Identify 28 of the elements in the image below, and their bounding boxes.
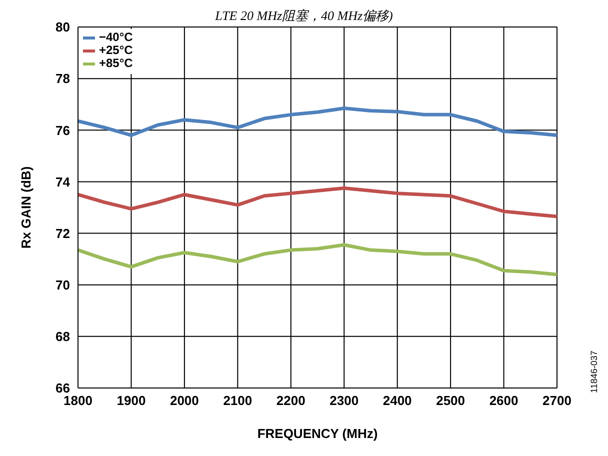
x-tick-label: 1800 [64, 393, 92, 408]
x-tick-label: 2000 [170, 393, 199, 408]
line-series [78, 106, 557, 138]
line-series [78, 186, 557, 218]
x-axis-title: FREQUENCY (MHz) [257, 426, 378, 441]
chart-title: LTE 20 MHz阻塞，40 MHz偏移) [215, 8, 393, 23]
y-tick-label: 68 [56, 329, 70, 344]
x-tick-label: 1900 [116, 393, 146, 408]
y-tick-label: 72 [56, 226, 70, 241]
x-tick-label: 2100 [223, 393, 252, 408]
legend-label: +25°C [99, 43, 133, 57]
line-series [78, 243, 557, 276]
legend-label: −40°C [99, 30, 133, 44]
y-tick-label: 78 [56, 71, 70, 86]
x-tick-label: 2500 [436, 393, 466, 408]
x-tick-label: 2300 [330, 393, 359, 408]
y-tick-label: 70 [56, 277, 70, 292]
x-tick-label: 2600 [489, 393, 518, 408]
x-tick-label: 2200 [276, 393, 306, 408]
legend-label: +85°C [99, 56, 133, 70]
x-tick-label: 2700 [542, 393, 572, 408]
y-tick-label: 74 [56, 174, 71, 190]
y-tick-label: 80 [56, 20, 70, 35]
text: 11846-037 [589, 350, 599, 393]
y-axis-title: Rx GAIN (dB) [18, 166, 34, 249]
x-tick-label: 2400 [382, 393, 412, 408]
y-tick-label: 66 [56, 380, 70, 396]
y-tick-label: 76 [56, 122, 70, 138]
